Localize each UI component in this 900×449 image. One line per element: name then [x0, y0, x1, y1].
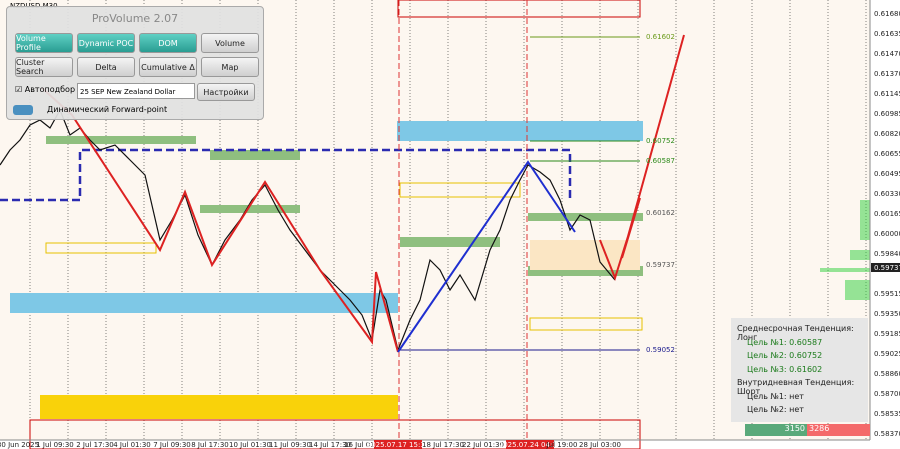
zone	[45, 242, 157, 254]
time-label: 10 Jul 01:30	[229, 441, 271, 449]
zone	[528, 266, 643, 276]
time-label: 28 Jul 03:00	[579, 441, 621, 449]
zone	[528, 213, 643, 221]
time-label: 2 Jul 17:30	[76, 441, 114, 449]
price-label: 0.59737	[874, 264, 900, 272]
time-label: 8 Jul 17:30	[191, 441, 229, 449]
time-label: 7 Jul 09:30	[153, 441, 191, 449]
zigzag	[41, 87, 399, 353]
level-label: 0.59052	[646, 346, 675, 354]
time-marker	[506, 440, 554, 449]
time-label: Jul 19:00	[546, 441, 578, 449]
target-line: Цель №1: 0.60587	[747, 337, 823, 347]
zone	[529, 317, 643, 331]
price-label: 0.61635	[874, 30, 900, 38]
checkbox-label: Автоподбор	[24, 85, 76, 94]
panel-title: ProVolume 2.07	[91, 12, 179, 25]
time-label: 11 Jul 09:30	[269, 441, 311, 449]
checkbox[interactable]: ☑ Автоподбор	[15, 85, 76, 94]
level-label: 0.61602	[646, 33, 675, 41]
volume-profile	[820, 200, 870, 300]
time-label: 30 Jun 2025	[0, 441, 39, 449]
toggle-label: Динамический Forward-point	[47, 105, 168, 114]
target-line: Цель №2: нет	[747, 405, 804, 414]
price-line	[0, 108, 616, 352]
info-box: Среднесрочная Тенденция: Лонг Цель №1: 0.…	[731, 318, 868, 422]
time-label: 16 Jul 01:30	[344, 441, 386, 449]
tool-button[interactable]: Map	[201, 57, 259, 77]
target-line: Цель №2: 0.60752	[747, 351, 823, 360]
price-label: 0.58370	[874, 430, 900, 438]
buy-volume: 3150	[745, 424, 807, 436]
tool-button[interactable]: Dynamic POC	[77, 33, 135, 53]
zone	[46, 136, 196, 144]
panel: ProVolume 2.07 Volume Profile Dynamic POC…	[6, 6, 264, 120]
price-label: 0.59025	[874, 350, 900, 358]
target-line: Цель №3: 0.61602	[747, 364, 823, 374]
settings-button[interactable]: Настройки	[197, 83, 255, 101]
zone	[29, 419, 641, 449]
time-label: 14 Jul 17:30	[309, 441, 351, 449]
zone	[399, 182, 521, 198]
tool-button[interactable]: Delta	[77, 57, 135, 77]
zone	[397, 0, 641, 18]
price-label: 0.61145	[874, 90, 900, 98]
dropdown[interactable]: 25 SEP New Zealand Dollar	[77, 83, 195, 99]
poc-line	[0, 148, 572, 202]
zone	[10, 293, 398, 313]
current-price-box	[871, 263, 900, 272]
toggle[interactable]	[13, 105, 33, 115]
target-line: Цель №1: нет	[747, 391, 804, 401]
price-label: 0.58535	[874, 410, 900, 418]
price-label: 0.59185	[874, 330, 900, 338]
zone	[40, 395, 398, 419]
tool-button[interactable]: Cumulative Δ	[139, 57, 197, 77]
sell-volume: 3286	[807, 424, 870, 436]
trend-heading: Среднесрочная Тенденция: Лонг	[737, 324, 854, 342]
level-label: 0.60587	[646, 157, 675, 165]
level-label: 0.59737	[646, 261, 675, 269]
volume-bar: 3150 3286	[745, 424, 870, 436]
tool-button[interactable]: Volume Profile	[15, 33, 73, 53]
zone	[400, 237, 500, 247]
price-label: 0.60165	[874, 210, 900, 218]
zone	[200, 205, 300, 213]
trend-heading: Внутридневная Тенденция: Шорт	[737, 378, 855, 396]
time-marker	[374, 440, 422, 449]
time-label: 2025.07.17 15:30	[367, 441, 429, 449]
tool-button[interactable]: Volume	[201, 33, 259, 53]
zone	[210, 150, 300, 160]
time-label: 4 Jul 01:30	[113, 441, 151, 449]
level-label: 0.60162	[646, 209, 675, 217]
price-label: 0.59515	[874, 290, 900, 298]
tool-button[interactable]: DOM	[139, 33, 197, 53]
price-axis	[870, 0, 900, 449]
forecast	[599, 34, 685, 282]
zigzag	[397, 160, 576, 353]
tool-button[interactable]: Cluster Search	[15, 57, 73, 77]
time-label: 18 Jul 17:30	[422, 441, 464, 449]
zone	[397, 121, 643, 141]
time-label: 1 Jul 09:30	[36, 441, 74, 449]
price-label: 0.60655	[874, 150, 900, 158]
level-label: 0.60752	[646, 137, 675, 145]
time-label: 2025.07.24 04:30	[499, 441, 561, 449]
price-label: 0.60495	[874, 170, 900, 178]
price-label: 0.60985	[874, 110, 900, 118]
time-label: 22 Jul 01:30	[462, 441, 504, 449]
